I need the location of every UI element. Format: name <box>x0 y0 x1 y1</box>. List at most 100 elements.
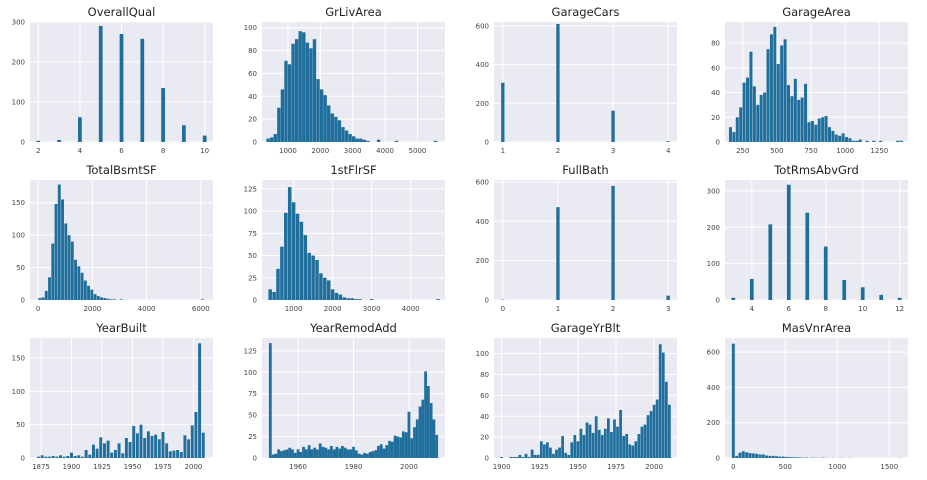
y-tick-label: 0 <box>21 455 25 463</box>
histogram-bar <box>861 287 865 300</box>
histogram-bar <box>306 43 309 142</box>
histogram-bar <box>295 39 298 142</box>
histogram-bar <box>78 117 82 142</box>
histogram-bar <box>421 400 424 458</box>
histogram-bar <box>36 141 40 142</box>
y-tick-label: 0 <box>253 455 257 463</box>
histogram-bar <box>198 343 201 458</box>
histogram-bar <box>48 277 51 300</box>
histogram-bar <box>323 95 326 142</box>
y-tick-label: 400 <box>476 218 489 226</box>
y-tick-label: 0 <box>485 139 489 147</box>
histogram-bar <box>162 432 165 458</box>
histogram-bar <box>383 449 386 458</box>
histogram-bar <box>374 450 377 458</box>
histogram-bar <box>103 443 106 458</box>
histogram-bar <box>619 410 622 458</box>
histogram-bar <box>299 452 302 458</box>
histogram-bar <box>842 133 845 142</box>
plot-area <box>494 180 677 300</box>
histogram-bar <box>99 437 102 458</box>
histogram-bar <box>748 453 751 458</box>
histogram-bar <box>277 449 280 458</box>
histogram-bar <box>613 419 616 458</box>
histogram-bar <box>339 295 343 300</box>
histogram-bar <box>349 449 352 458</box>
y-tick-label: 0 <box>21 139 25 147</box>
histogram-bar <box>667 296 670 300</box>
x-tick-label: 2000 <box>324 305 342 313</box>
histogram-bar <box>388 441 391 458</box>
x-tick-label: 10 <box>200 147 209 155</box>
histogram-bar <box>140 425 143 458</box>
x-tick-label: 4 <box>78 147 83 155</box>
histogram-bar <box>66 456 69 458</box>
x-tick-label: 0 <box>501 305 505 313</box>
histogram-bar <box>866 141 869 142</box>
x-tick-label: 1250 <box>870 147 888 155</box>
y-tick-label: 40 <box>480 413 489 421</box>
histogram-bar <box>659 344 662 458</box>
histogram-bar <box>74 260 77 300</box>
histogram-bar <box>790 96 793 142</box>
x-tick-label: 1925 <box>531 463 549 471</box>
histogram-bar <box>546 442 549 458</box>
histogram-bar <box>327 449 330 458</box>
x-tick-label: 2000 <box>185 463 203 471</box>
plot-area <box>725 22 908 142</box>
histogram-bar <box>762 454 765 458</box>
histogram-bar <box>898 298 902 300</box>
y-tick-label: 0 <box>716 297 720 305</box>
x-tick-label: 3000 <box>344 147 362 155</box>
histogram-bar <box>118 443 121 458</box>
x-tick-label: 4 <box>750 305 755 313</box>
histogram-bar <box>549 448 552 458</box>
histogram-bar <box>187 439 190 458</box>
histogram-bar <box>647 415 650 458</box>
histogram-bar <box>377 446 380 458</box>
histogram-bar <box>814 125 817 142</box>
histogram-bar <box>315 260 319 300</box>
histogram-bar <box>284 213 288 300</box>
x-tick-label: 0 <box>36 305 40 313</box>
histogram-bar <box>732 344 735 458</box>
histogram-bar <box>516 457 519 458</box>
x-tick-label: 6000 <box>192 305 210 313</box>
histogram-bar <box>107 299 110 300</box>
histogram-bar <box>77 266 80 300</box>
histogram-bar <box>396 437 399 458</box>
histogram-bar <box>561 436 564 458</box>
histogram-bar <box>577 441 580 458</box>
histogram-bar <box>531 450 534 458</box>
histogram-bar <box>288 64 291 142</box>
histogram-bar <box>77 455 80 458</box>
histogram-bar <box>140 39 144 142</box>
subplot-title: OverallQual <box>88 5 156 19</box>
x-tick-label: 1960 <box>289 463 307 471</box>
y-tick-label: 80 <box>480 371 489 379</box>
histogram-bar <box>71 242 74 300</box>
histogram-bar <box>81 273 84 300</box>
x-tick-label: 2000 <box>83 305 101 313</box>
y-tick-label: 0 <box>485 297 489 305</box>
histogram-bar <box>586 423 589 458</box>
histogram-bar <box>745 452 748 458</box>
y-tick-label: 80 <box>248 47 257 55</box>
histogram-bar <box>644 425 647 458</box>
histogram-bar <box>787 185 791 300</box>
histogram-bar <box>280 247 284 300</box>
histogram-bar <box>787 85 790 142</box>
histogram-bar <box>370 299 374 300</box>
histogram-bar <box>331 113 334 142</box>
histogram-bar <box>900 141 903 142</box>
y-tick-label: 150 <box>12 199 25 207</box>
histogram-bar <box>55 204 58 300</box>
histogram-bar <box>391 442 394 458</box>
histogram-bar <box>394 436 397 458</box>
x-tick-label: 1950 <box>569 463 587 471</box>
histogram-bar <box>592 433 595 458</box>
histogram-bar <box>313 448 316 458</box>
